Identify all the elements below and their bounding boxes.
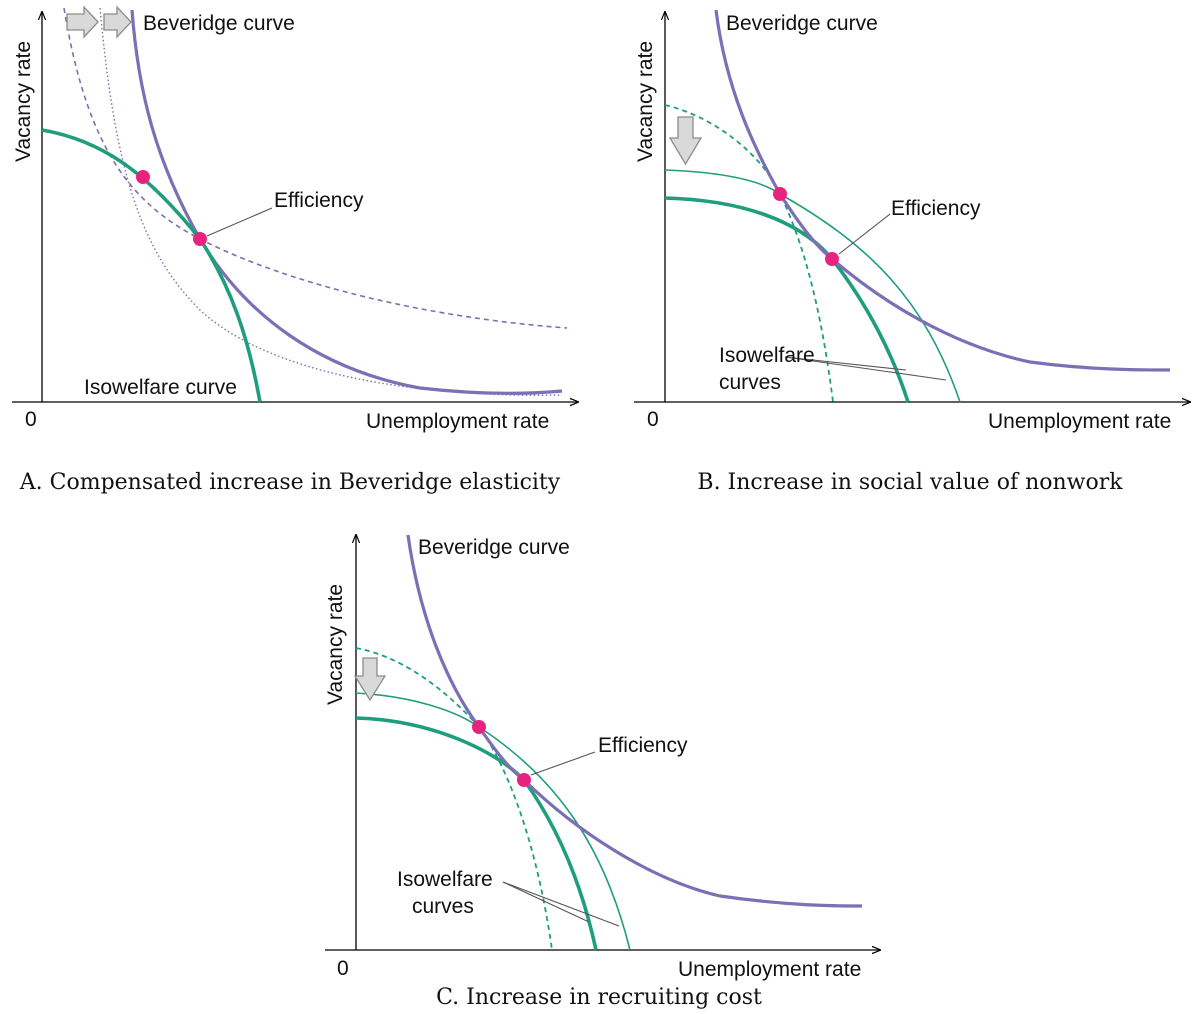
panel-c-isowelfare-curve (355, 716, 598, 951)
panel-b-y-axis-label: Vacancy rate (634, 41, 657, 162)
panel-a-origin-label: 0 (25, 408, 37, 431)
panel-b-efficiency-point (825, 252, 839, 266)
panel-b-x-axis-label: Unemployment rate (988, 410, 1171, 433)
panel-c-isowelfare-leader-1 (502, 881, 620, 927)
panel-c-origin-label: 0 (337, 957, 349, 980)
panel-b-isowelfare-label-line1: Isowelfare (719, 344, 815, 367)
panel-b-beveridge-label: Beveridge curve (726, 12, 878, 35)
panel-c-caption: C. Increase in recruiting cost (436, 985, 762, 1010)
panel-a-beveridge-curve-flat (63, 7, 568, 329)
panel-a-caption: A. Compensated increase in Beveridge ela… (19, 470, 561, 495)
panel-b-point-before (773, 187, 787, 201)
panel-a-efficiency-leader (206, 207, 273, 237)
panel-c-beveridge-label: Beveridge curve (418, 536, 570, 559)
right-arrow-icon (66, 5, 99, 39)
panel-a: Beveridge curve Efficiency Isowelfare cu… (12, 5, 578, 495)
panel-c-y-axis-label: Vacancy rate (324, 584, 347, 705)
panel-a-x-axis-label: Unemployment rate (366, 410, 549, 433)
panel-c-efficiency-label: Efficiency (598, 734, 688, 757)
panel-b-isowelfare-leader-2 (784, 356, 907, 371)
panel-c-isowelfare-leader-2 (502, 881, 590, 923)
panel-c-efficiency-point (517, 773, 531, 787)
panel-b-isowelfare-curve-thin (664, 169, 961, 403)
panel-c: Beveridge curve Efficiency Isowelfare cu… (324, 535, 880, 1010)
panel-b-efficiency-leader (838, 213, 891, 255)
panel-c-isowelfare-label-line2: curves (412, 895, 474, 918)
panel-a-isowelfare-curve (41, 128, 262, 403)
panel-a-beveridge-label: Beveridge curve (143, 12, 295, 35)
panel-a-isowelfare-label: Isowelfare curve (84, 376, 237, 399)
panel-b: Beveridge curve Efficiency Isowelfare cu… (634, 9, 1190, 495)
panel-a-efficiency-label: Efficiency (274, 189, 364, 212)
panel-c-beveridge-curve (406, 534, 863, 908)
panel-b-origin-label: 0 (647, 408, 659, 431)
panel-a-efficiency-point (193, 232, 207, 246)
down-arrow-icon (353, 657, 387, 702)
panel-b-isowelfare-label-line2: curves (719, 371, 781, 394)
panel-c-efficiency-leader (530, 751, 596, 776)
panel-c-x-axis-label: Unemployment rate (678, 958, 861, 981)
panel-a-beveridge-curve (130, 9, 563, 395)
down-arrow-icon (668, 116, 703, 166)
panel-a-y-axis-label: Vacancy rate (12, 41, 35, 162)
panel-c-isowelfare-label-line1: Isowelfare (397, 868, 493, 891)
panel-c-point-before (472, 720, 486, 734)
panel-a-point-before (136, 170, 150, 184)
panel-b-efficiency-label: Efficiency (891, 197, 981, 220)
right-arrow-icon (103, 5, 132, 39)
panel-b-isowelfare-leader-1 (784, 356, 947, 381)
panel-c-isowelfare-curve-thin (355, 692, 631, 951)
panel-b-caption: B. Increase in social value of nonwork (697, 470, 1123, 495)
panel-b-isowelfare-curve-dashed (664, 104, 834, 403)
